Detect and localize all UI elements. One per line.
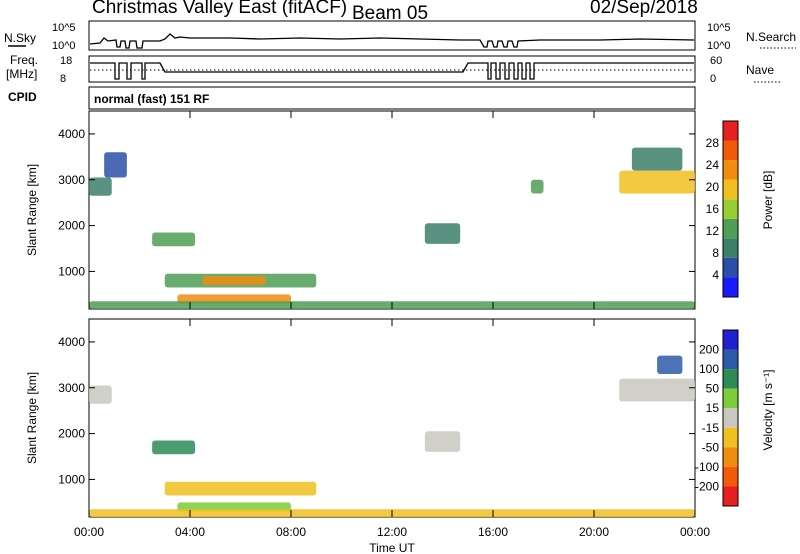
date-label: 02/Sep/2018 [590,0,698,18]
power-colorbar-tick: 4 [712,268,719,282]
power-region [202,276,266,286]
velocity-colorbar-label: Velocity [m s⁻¹] [761,369,775,450]
velocity-region [89,385,112,404]
power-region [89,177,112,196]
freq-tick-bottom: 8 [60,73,66,85]
freq-unit-label: [MHz] [6,67,37,81]
power-colorbar-label: Power [dB] [761,171,775,230]
power-region [152,232,196,247]
velocity-colorbar-tick: -200 [695,479,719,493]
velocity-ytick-label: 1000 [58,472,85,486]
power-colorbar-frame [722,120,739,298]
velocity-colorbar-segment [723,466,738,487]
power-ytick-label: 2000 [58,219,85,233]
velocity-ytick-label: 3000 [58,381,85,395]
velocity-colorbar-tick: 200 [699,343,719,357]
velocity-colorbar-tick: 15 [706,401,720,415]
velocity-region [152,440,196,455]
velocity-colorbar-segment [723,408,738,428]
power-region [530,179,544,194]
power-colorbar-segment [723,257,738,278]
power-region [619,170,695,194]
power-colorbar-tick: 28 [706,136,720,150]
power-heatmap-panel: Slant Range [km] [25,110,696,310]
velocity-colorbar-segment [723,427,738,448]
power-colorbar-tick: 20 [706,180,720,194]
freq-strip-frame [88,55,696,83]
xtick-label: 20:00 [579,525,609,539]
freq-label: Freq. [10,53,38,67]
velocity-colorbar-segment [723,486,738,506]
nsky-strip-frame [88,20,696,51]
xtick-label: 00:00 [680,525,710,539]
velocity-colorbar-tick: 100 [699,362,719,376]
nave-label: Nave [746,63,774,77]
velocity-colorbar-frame [722,329,739,507]
velocity-ylabel: Slant Range [km] [25,372,39,464]
xtick-label: 08:00 [276,525,306,539]
velocity-region [164,481,317,496]
power-colorbar-segment [723,277,738,297]
power-colorbar-segment [723,179,738,200]
nsky-trace [89,33,695,49]
freq-tick-top: 18 [60,55,72,67]
power-region [631,147,683,171]
velocity-ytick-label: 2000 [58,427,85,441]
velocity-heatmap-panel: Slant Range [km] [25,318,696,518]
power-ytick-label: 4000 [58,127,85,141]
nsky-label: N.Sky [4,31,36,45]
velocity-colorbar-segment [723,447,738,467]
power-colorbar-segment [723,140,738,161]
nsearch-tick-bottom: 10^0 [707,40,731,52]
velocity-colorbar-tick: -15 [702,421,720,435]
power-colorbar-tick: 16 [706,202,720,216]
freq-trace [90,62,694,80]
power-colorbar-tick: 8 [712,246,719,260]
velocity-region [424,431,461,452]
nave-tick-bottom: 0 [710,73,716,85]
velocity-ytick-label: 4000 [58,335,85,349]
xtick-label: 00:00 [74,525,104,539]
power-colorbar-tick: 24 [706,158,720,172]
power-ytick-label: 3000 [58,173,85,187]
cpid-label: CPID [8,90,37,104]
cpid-strip-frame [88,86,696,110]
station-title: Christmas Valley East (fitACF) [92,0,347,18]
cpid-value: normal (fast) 151 RF [94,92,209,106]
power-region [424,223,461,244]
power-ylabel: Slant Range [km] [25,164,39,256]
nsearch-tick-top: 10^5 [707,22,731,34]
power-region [104,152,127,178]
power-colorbar-tick: 12 [706,224,720,238]
xtick-label: 12:00 [377,525,407,539]
velocity-region [657,355,683,374]
power-colorbar-segment [723,199,738,219]
xtick-label: 04:00 [175,525,205,539]
nave-tick-top: 60 [710,55,722,67]
velocity-colorbar-segment [723,349,738,370]
power-colorbar-segment [723,238,738,258]
nsky-tick-bottom: 10^0 [52,40,76,52]
velocity-colorbar-tick: -50 [702,440,720,454]
velocity-colorbar-segment [723,330,738,350]
power-ytick-label: 1000 [58,264,85,278]
nsky-tick-top: 10^5 [52,22,76,34]
velocity-colorbar-tick: 50 [706,382,720,396]
velocity-colorbar-segment [723,369,738,389]
xtick-label: 16:00 [478,525,508,539]
velocity-colorbar-tick: -100 [695,460,719,474]
power-colorbar-segment [723,218,738,239]
velocity-region [619,378,695,402]
power-colorbar-segment [723,160,738,180]
beam-label: Beam 05 [352,3,428,24]
xaxis-label: Time UT [369,541,415,554]
nsearch-label: N.Search [746,30,796,44]
power-colorbar-segment [723,121,738,141]
velocity-colorbar-segment [723,388,738,409]
